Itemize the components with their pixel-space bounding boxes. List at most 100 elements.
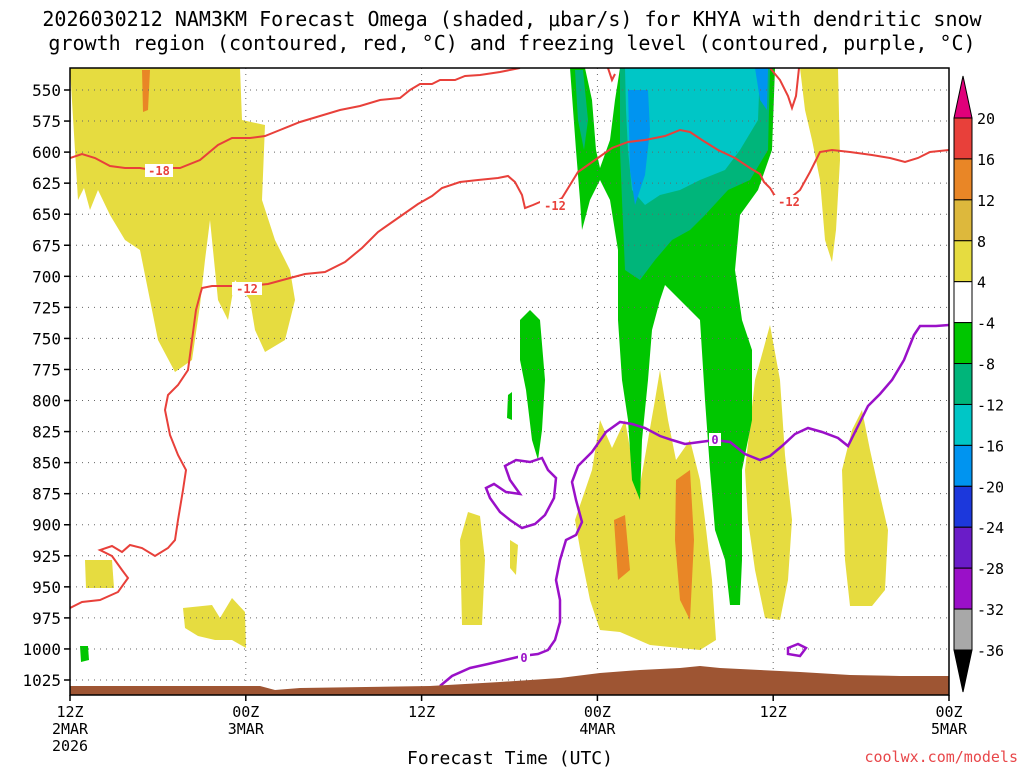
- colorbar-label: 20: [977, 110, 995, 128]
- x-tick-label: 12Z: [56, 703, 83, 721]
- omega-positive-region: [70, 68, 295, 372]
- omega-negative-region: [625, 68, 760, 205]
- colorbar-segment: [953, 608, 973, 651]
- y-tick-label: 725: [32, 298, 61, 317]
- y-tick-label: 875: [32, 485, 61, 504]
- x-tick-label: 3MAR: [228, 720, 265, 738]
- y-tick-label: 925: [32, 547, 61, 566]
- contour-label: -12: [236, 282, 258, 296]
- omega-positive-region: [745, 325, 792, 620]
- colorbar-segment: [953, 526, 973, 569]
- colorbar-label: -32: [977, 601, 1004, 619]
- y-tick-label: 625: [32, 174, 61, 193]
- colorbar-segment: [953, 281, 973, 324]
- y-tick-label: 950: [32, 578, 61, 597]
- colorbar: 20 16 12 8 4 -4 -8 -12 -16 -20 -24 -28 -32 -36: [953, 75, 1004, 693]
- freezing-contour-line: [786, 642, 808, 658]
- y-tick-label: 550: [32, 81, 61, 100]
- omega-negative-region: [628, 90, 650, 205]
- credit-text: coolwx.com/models: [864, 748, 1018, 766]
- contour-label: -12: [544, 199, 566, 213]
- colorbar-label: -36: [977, 642, 1004, 660]
- colorbar-label: -24: [977, 519, 1004, 537]
- x-tick-label: 2MAR: [52, 720, 89, 738]
- omega-positive-region: [142, 70, 150, 112]
- colorbar-label: 8: [977, 233, 986, 251]
- contour-labels: -18 -12 -12 -12 0 0: [145, 164, 804, 665]
- chart-title-line-2: growth region (contoured, red, °C) and f…: [48, 31, 975, 55]
- colorbar-segment: [953, 117, 973, 160]
- freezing-contour-line: [439, 323, 949, 687]
- x-tick-label: 4MAR: [579, 720, 616, 738]
- plot-border: [69, 67, 950, 696]
- y-tick-label: 900: [32, 516, 61, 535]
- omega-negative-region: [575, 70, 588, 150]
- omega-negative-region: [520, 310, 545, 460]
- freezing-contour-line: [484, 456, 558, 530]
- x-tick-label: 00Z: [584, 703, 611, 721]
- temperature-contours: [70, 68, 949, 609]
- temp-contour-line: [70, 68, 521, 172]
- omega-positive-region: [460, 512, 485, 625]
- omega-negative-region: [755, 68, 768, 110]
- y-tick-label: 775: [32, 360, 61, 379]
- omega-positive-region: [800, 68, 840, 262]
- grid-lines: [70, 68, 949, 695]
- x-tick-label: 5MAR: [931, 720, 968, 738]
- colorbar-arrow-bottom: [953, 649, 973, 693]
- y-tick-label: 675: [32, 236, 61, 255]
- colorbar-segment: [953, 444, 973, 487]
- y-tick-label: 800: [32, 392, 61, 411]
- x-tick-label: 2026: [52, 737, 88, 755]
- y-tick-label: 700: [32, 267, 61, 286]
- omega-positive-region: [614, 515, 630, 580]
- colorbar-arrow-top: [953, 75, 973, 119]
- x-tick-label: 12Z: [408, 703, 435, 721]
- temp-contour-line: [607, 68, 616, 83]
- terrain-fill: [70, 666, 949, 695]
- y-tick-label: 850: [32, 454, 61, 473]
- colorbar-label: -4: [977, 315, 995, 333]
- colorbar-segment: [953, 199, 973, 242]
- x-axis-title: Forecast Time (UTC): [407, 748, 613, 768]
- y-tick-label: 1000: [22, 640, 61, 659]
- colorbar-label: -16: [977, 437, 1004, 455]
- colorbar-segment: [953, 240, 973, 283]
- x-tick-label: 12Z: [760, 703, 787, 721]
- omega-negative-region: [80, 646, 89, 662]
- omega-positive-region: [510, 540, 518, 575]
- colorbar-label: 12: [977, 192, 995, 210]
- temp-contour-line: [70, 128, 949, 609]
- omega-shading: [70, 68, 888, 662]
- omega-positive-region: [675, 470, 694, 620]
- temp-contour-line: [769, 68, 800, 112]
- colorbar-label: 16: [977, 151, 995, 169]
- freezing-level-contours: [439, 323, 949, 687]
- contour-label: 0: [711, 433, 718, 447]
- omega-positive-region: [842, 410, 888, 606]
- colorbar-segment: [953, 567, 973, 610]
- colorbar-label: 4: [977, 274, 986, 292]
- y-axis: 550 575 600 625 650 675 700 725 750 775 800 825 850 8…: [22, 81, 70, 690]
- y-tick-label: 750: [32, 329, 61, 348]
- colorbar-segment: [953, 403, 973, 446]
- colorbar-segment: [953, 363, 973, 405]
- omega-positive-region: [85, 560, 114, 588]
- omega-negative-region: [507, 392, 512, 420]
- colorbar-segment: [953, 158, 973, 201]
- colorbar-segment: [953, 485, 973, 528]
- colorbar-segment: [953, 322, 973, 365]
- chart-title-line-1: 2026030212 NAM3KM Forecast Omega (shaded…: [42, 7, 982, 31]
- y-tick-label: 975: [32, 609, 61, 628]
- y-tick-label: 825: [32, 423, 61, 442]
- y-tick-label: 1025: [22, 671, 61, 690]
- colorbar-label: -28: [977, 560, 1004, 578]
- y-tick-label: 600: [32, 143, 61, 162]
- contour-label: -18: [148, 164, 170, 178]
- colorbar-label: -8: [977, 356, 995, 374]
- colorbar-label: -20: [977, 478, 1004, 496]
- y-tick-label: 575: [32, 112, 61, 131]
- x-tick-label: 00Z: [232, 703, 259, 721]
